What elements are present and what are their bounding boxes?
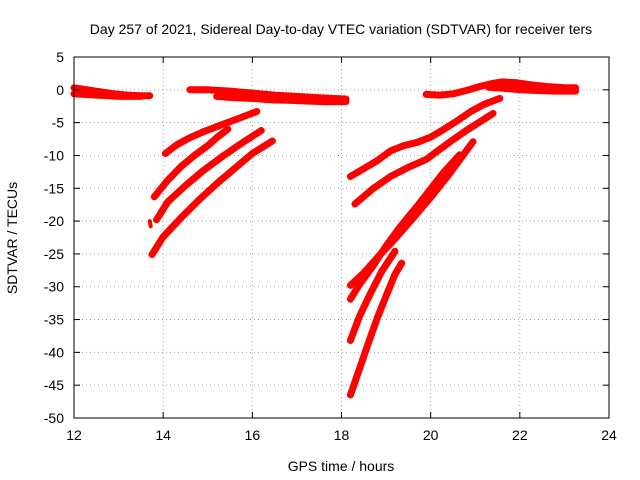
series-arc-13 bbox=[351, 109, 497, 208]
series-arc-16 bbox=[346, 247, 399, 344]
y-tick-label: -10 bbox=[44, 147, 64, 163]
series-arc-17 bbox=[346, 259, 406, 399]
y-tick-label: -40 bbox=[44, 344, 64, 360]
y-tick-label: -25 bbox=[44, 246, 64, 262]
x-tick-label: 12 bbox=[66, 427, 82, 443]
series-arc-11 bbox=[485, 83, 580, 95]
y-tick-label: 0 bbox=[56, 82, 64, 98]
series-arc-6 bbox=[150, 125, 232, 201]
y-tick-label: 5 bbox=[56, 49, 64, 65]
x-tick-label: 24 bbox=[601, 427, 617, 443]
series-layer bbox=[70, 78, 580, 399]
series-arc-2 bbox=[70, 90, 145, 100]
series-arc-10 bbox=[422, 78, 580, 99]
series-arc-4 bbox=[213, 92, 350, 106]
x-tick-label: 14 bbox=[155, 427, 171, 443]
y-tick-label: -45 bbox=[44, 377, 64, 393]
series-arc-8 bbox=[148, 137, 276, 259]
grid-layer bbox=[74, 57, 609, 418]
y-tick-label: -5 bbox=[52, 115, 65, 131]
x-tick-label: 18 bbox=[334, 427, 350, 443]
y-tick-label: -20 bbox=[44, 213, 64, 229]
series-arc-3 bbox=[186, 86, 350, 103]
y-axis-label: SDTVAR / TECUs bbox=[4, 182, 20, 294]
series-arc-9 bbox=[147, 219, 153, 229]
x-axis-label: GPS time / hours bbox=[288, 458, 395, 474]
ticks-layer bbox=[73, 56, 610, 419]
series-arc-5 bbox=[161, 108, 261, 157]
tick-labels-layer: 12 14 16 18 20 22 24 5 0 -5 -10 -15 -20 -25 -30 -35 -40 -… bbox=[44, 49, 617, 443]
y-tick-label: -30 bbox=[44, 279, 64, 295]
series-arc-7 bbox=[153, 127, 265, 224]
series-arc-12 bbox=[346, 94, 504, 180]
series-arc-15 bbox=[346, 151, 464, 303]
y-tick-label: -50 bbox=[44, 410, 64, 426]
x-tick-label: 20 bbox=[423, 427, 439, 443]
x-tick-label: 16 bbox=[245, 427, 261, 443]
x-tick-label: 22 bbox=[512, 427, 528, 443]
chart-title: Day 257 of 2021, Sidereal Day-to-day VTE… bbox=[90, 21, 592, 37]
y-tick-label: -35 bbox=[44, 312, 64, 328]
y-tick-label: -15 bbox=[44, 180, 64, 196]
